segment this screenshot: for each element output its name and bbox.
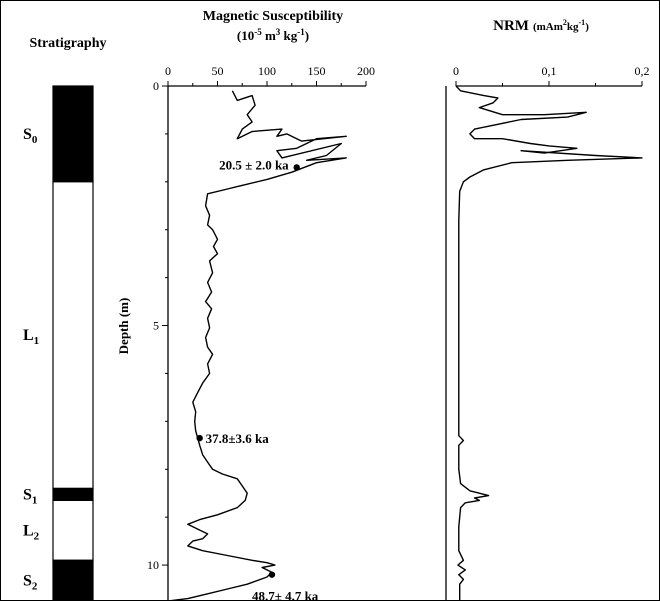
strat-label-l1: L1	[23, 327, 39, 347]
nrm-series	[455, 85, 643, 600]
strat-unit-s1	[52, 487, 94, 501]
stratigraphy-labels: S0 L1 S1 L2 S2	[23, 126, 40, 593]
ms-axes: 0 50 100 150 200 0 5 10	[147, 64, 375, 600]
age-marker-dot	[293, 164, 300, 171]
ms-y-tick-label: 5	[153, 319, 159, 333]
nrm-x-tick-label: 0	[453, 64, 459, 78]
ms-chart-title: Magnetic Susceptibility	[203, 9, 343, 24]
nrm-series-line	[455, 85, 643, 600]
strat-label-s2: S2	[23, 573, 38, 593]
ms-y-tick-label: 0	[153, 79, 159, 93]
nrm-axes: 0 0,1 0,2	[445, 64, 650, 600]
ms-annotations: 20.5 ± 2.0 ka 37.8±3.6 ka 48.7± 4.7 ka	[196, 157, 319, 600]
ms-y-tick-label: 10	[147, 558, 159, 572]
nrm-x-tick-label: 0,1	[542, 64, 557, 78]
strat-label-s1: S1	[23, 486, 37, 506]
ms-x-tick-label: 100	[258, 64, 276, 78]
strat-label-l2: L2	[23, 522, 40, 542]
ms-x-tick-label: 150	[308, 64, 326, 78]
ms-x-tick-label: 200	[357, 64, 375, 78]
strat-unit-s0	[52, 85, 94, 183]
ms-x-tick-label: 0	[165, 64, 171, 78]
stratigraphy-title: Stratigraphy	[30, 36, 107, 51]
ms-chart-unit: (10-5 m3 kg-1)	[237, 27, 309, 43]
ms-series-line	[170, 90, 347, 600]
ms-x-tick-label: 50	[212, 64, 224, 78]
strat-unit-s2	[52, 559, 94, 600]
nrm-x-tick-label: 0,2	[635, 64, 650, 78]
ms-series	[170, 90, 347, 600]
age-marker-dot	[268, 571, 276, 578]
strat-unit-l1	[52, 181, 94, 490]
strat-label-s0: S0	[23, 126, 38, 146]
nrm-chart-title: NRM (mAm2kg-1)	[493, 18, 589, 34]
ms-y-axis-label: Depth (m)	[116, 298, 131, 355]
age-annotation-label: 37.8±3.6 ka	[206, 431, 270, 446]
stratigraphy-column	[52, 85, 94, 600]
age-annotation-label: 48.7± 4.7 ka	[252, 589, 319, 600]
strat-unit-l2	[52, 499, 94, 561]
age-annotation-label: 20.5 ± 2.0 ka	[219, 157, 289, 172]
age-marker-dot	[196, 434, 203, 442]
